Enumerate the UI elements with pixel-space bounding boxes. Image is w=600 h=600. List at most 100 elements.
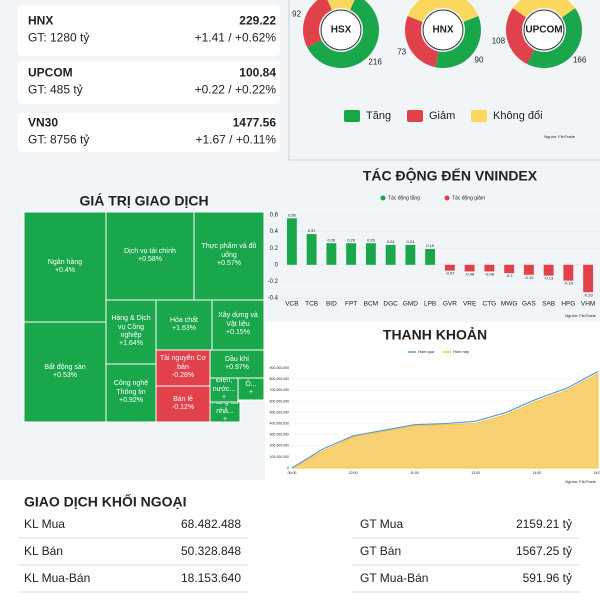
cell-label: Xây dựng và Vật liệu <box>218 312 258 328</box>
x-tick-label: HPG <box>561 301 575 308</box>
donut-segment <box>435 16 481 69</box>
foreign-value: 591.96 tỷ <box>523 571 572 585</box>
x-tick-label: VRE <box>463 301 477 308</box>
treemap-cell <box>193 211 265 301</box>
foreign-label: GT Bán <box>360 544 401 558</box>
y-tick-label: 0 <box>275 262 279 268</box>
bar <box>444 264 455 271</box>
cell-label: Hóa chất <box>169 316 199 324</box>
donut-center <box>422 9 464 51</box>
x-tick-label: TCB <box>305 301 318 308</box>
x-tick-label: CTG <box>483 301 497 308</box>
treemap-cell <box>105 211 195 301</box>
bar <box>385 244 396 265</box>
source: Nguồn: FiinTrade <box>565 313 597 318</box>
legend-label: Giảm <box>429 110 455 122</box>
cell-text: Xây dựng và Vật liệu +0.15% <box>213 301 263 349</box>
x-tick-label: LPB <box>424 301 436 308</box>
donut-center <box>320 9 362 51</box>
cell-change: +0.4% <box>54 267 76 274</box>
source: Nguồn: FiinTrade <box>544 134 576 139</box>
treemap-cell-text: Bất động sản+0.53% <box>25 323 105 421</box>
legend-swatch <box>407 110 423 122</box>
cell-label: Bất động sản <box>44 363 86 371</box>
donut-label: 216 <box>368 57 382 66</box>
bar <box>286 218 297 265</box>
treemap-cell-text: Dầu khí+0.97% <box>225 356 249 371</box>
bar-value: 0.37 <box>308 228 317 233</box>
donut-segment <box>512 0 576 18</box>
bar-value: -0.33 <box>584 292 594 297</box>
y-tick-label: 0 <box>287 466 289 470</box>
chart-title: THANH KHOẢN <box>383 327 487 343</box>
cell-text: Bất động sản +0.53% <box>25 323 105 421</box>
cell-label: Thực phẩm và đồ uống <box>201 243 257 259</box>
foreign-label: GT Mua-Bán <box>360 571 428 585</box>
treemap-cell <box>105 299 157 365</box>
index-name: VN30 <box>28 116 58 130</box>
cell-label: Dịch vụ tài chính <box>124 247 176 255</box>
donut-segment <box>527 8 583 69</box>
foreign-value: 68.482.488 <box>181 517 241 531</box>
index-price: 229.22 <box>239 14 276 28</box>
foreign-label: GT Mua <box>360 517 403 531</box>
index-card <box>18 113 280 152</box>
x-tick-label: VHM <box>581 301 595 308</box>
cell-text: Ngân hàng +0.4% <box>25 213 105 321</box>
donut-segment <box>505 8 535 65</box>
index-change: +1.41 / +0.62% <box>195 31 277 45</box>
bar-value: 0.56 <box>288 212 297 217</box>
foreign-panel <box>0 480 600 600</box>
cell-label: Hàng cá nhâ... <box>212 403 238 415</box>
bar-value: 0.26 <box>347 237 356 242</box>
chart-title: TÁC ĐỘNG ĐẾN VNINDEX <box>363 167 538 184</box>
source: Nguồn: FiinTrade <box>565 479 597 484</box>
treemap-cell-text: Tài nguyên Cơ bản-0.28% <box>160 355 206 379</box>
y-tick-label: 500,000,000 <box>270 410 290 414</box>
legend-label: Hôm nay <box>453 349 469 354</box>
bar <box>365 243 376 265</box>
y-tick-label: 0.4 <box>270 229 279 235</box>
treemap-cell-text: Ô...+ <box>245 381 256 396</box>
y-tick-label: 0.2 <box>270 246 279 252</box>
x-tick-label: GVR <box>443 301 457 308</box>
index-price: 1477.56 <box>233 116 277 130</box>
foreign-value: 2159.21 tỷ <box>516 517 572 531</box>
bar <box>405 244 416 265</box>
cell-change: -0.12% <box>171 404 195 411</box>
bar-value: 0.24 <box>406 239 415 244</box>
bar <box>346 243 357 265</box>
treemap-cell-text: Hóa chất+1.63% <box>169 316 199 332</box>
index-price: 100.84 <box>239 66 276 80</box>
cell-text: Dịch vụ tài chính +0.58% <box>107 213 193 299</box>
treemap-cell-text: Hàng cá nhâ...+ <box>212 403 238 421</box>
x-tick-label: 15:00 <box>594 471 600 475</box>
bar-value: -0.1 <box>506 273 514 278</box>
index-gt: GT: 8756 tỷ <box>28 133 89 147</box>
index-gt: GT: 485 tỷ <box>28 83 83 97</box>
treemap-cell <box>105 363 157 423</box>
bar-value: -0.19 <box>564 281 574 286</box>
cell-change: +0.92% <box>119 397 143 405</box>
cell-text: Thực phẩm và đồ uống +0.57% <box>195 213 263 299</box>
donut-label: 92 <box>292 10 301 19</box>
cell-change: + <box>221 394 227 401</box>
bar <box>425 249 436 265</box>
index-gt: GT: 1280 tỷ <box>28 31 89 45</box>
donut-title: HNX <box>432 25 453 36</box>
treemap-cell-text: Thực phẩm và đồ uống+0.57% <box>195 213 263 299</box>
foreign-value: 18.153.640 <box>181 571 241 585</box>
bar <box>504 264 515 274</box>
treemap-cell <box>23 321 107 423</box>
donut-segment <box>407 0 479 22</box>
y-tick-label: 600,000,000 <box>270 399 290 403</box>
donut-label: 73 <box>397 47 406 56</box>
donut-title: HSX <box>331 25 352 36</box>
bar <box>484 264 495 272</box>
cell-text: Hàng & Dịch vụ Công nghiệp +1.64% <box>107 301 155 363</box>
x-tick-label: 14:00 <box>532 471 541 475</box>
treemap-title: GIÁ TRỊ GIAO DỊCH <box>79 193 208 209</box>
y-tick-label: -0.4 <box>268 296 279 302</box>
bar-value: 0.26 <box>327 237 336 242</box>
x-tick-label: SAB <box>542 301 555 308</box>
